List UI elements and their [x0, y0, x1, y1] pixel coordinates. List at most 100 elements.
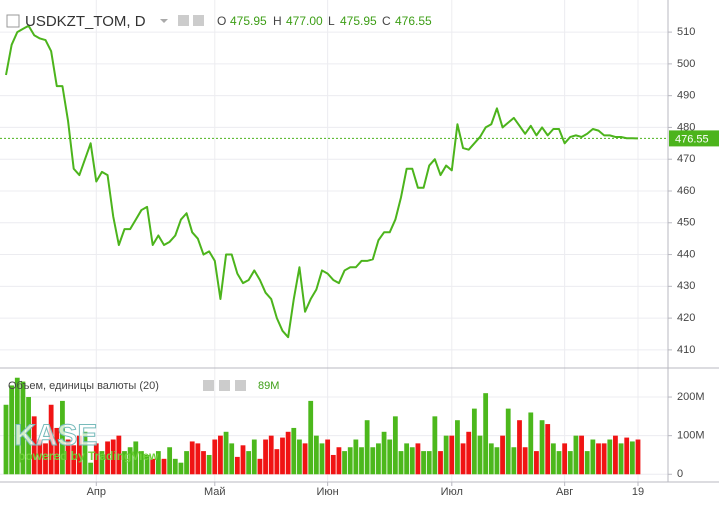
volume-bar [43, 443, 48, 475]
volume-bar [477, 435, 483, 475]
volume-bar [392, 416, 398, 475]
price-tag [669, 130, 719, 147]
volume-bar [54, 427, 60, 475]
eye-icon[interactable] [203, 380, 214, 391]
volume-bar [590, 439, 596, 475]
volume-bar [466, 431, 472, 475]
volume-bar [291, 427, 297, 475]
y-tick-label: 0 [677, 468, 683, 480]
volume-bar [105, 441, 110, 475]
x-tick-label: Апр [87, 486, 106, 498]
volume-bar [624, 437, 630, 475]
dropdown-icon[interactable] [160, 19, 168, 23]
volume-bar [184, 451, 189, 475]
volume-bar [251, 439, 257, 475]
volume-bar [613, 435, 618, 475]
volume-bar [483, 393, 489, 475]
volume-title: Объем, единицы валюты (20) [8, 380, 159, 392]
volume-bar [31, 416, 37, 475]
y-tick-label: 420 [677, 312, 695, 324]
volume-bar [500, 435, 505, 475]
volume-bar [579, 435, 584, 475]
x-tick-label: Июн [317, 486, 339, 498]
volume-bar [71, 445, 77, 475]
volume-bar [387, 439, 393, 475]
volume-bar [280, 437, 285, 475]
volume-bar [172, 458, 178, 475]
volume-bar [246, 451, 252, 475]
ohlc-label: C [382, 14, 391, 28]
checkbox-icon[interactable] [6, 14, 20, 28]
volume-bar [9, 385, 15, 475]
y-tick-label: 440 [677, 248, 695, 260]
y-tick-label: 470 [677, 153, 695, 165]
volume-bar [297, 439, 302, 475]
volume-bar [449, 435, 455, 475]
volume-bar [438, 451, 443, 475]
x-tick-label: Июл [441, 486, 463, 498]
volume-bar [550, 443, 556, 475]
volume-bar [364, 420, 370, 475]
eye-icon[interactable] [178, 15, 189, 26]
volume-bar [596, 443, 601, 475]
volume-bar [14, 377, 20, 475]
volume-bar [584, 451, 590, 475]
volume-bar [268, 435, 274, 475]
plot [0, 24, 668, 475]
volume-bar [139, 451, 144, 475]
volume-bar [133, 441, 139, 475]
volume-bar [110, 439, 116, 475]
x-tick-label: 19 [632, 486, 644, 498]
volume-bar [635, 439, 641, 475]
volume-bar [127, 447, 133, 475]
volume-bar [122, 451, 127, 475]
volume-bar [195, 443, 201, 475]
volume-bar [274, 449, 280, 475]
y-tick-label: 200M [677, 391, 705, 403]
ohlc-value: 476.55 [395, 14, 432, 28]
volume-bar [528, 412, 534, 475]
volume-bar [471, 408, 477, 475]
volume-bar [432, 416, 438, 475]
volume-bar [285, 431, 291, 475]
volume-bar [240, 445, 246, 475]
volume-bar [511, 447, 517, 475]
volume-bar [607, 439, 613, 475]
volume-bar [488, 443, 494, 475]
y-tick-label: 410 [677, 344, 695, 356]
volume-bar [48, 404, 54, 475]
volume-bar [415, 443, 421, 475]
volume-bar [223, 431, 229, 475]
volume-bar [189, 441, 195, 475]
volume-bar [330, 454, 336, 475]
watermark-logo: KASE [14, 419, 97, 452]
settings-icon[interactable] [193, 15, 204, 26]
ohlc-value: 475.95 [230, 14, 267, 28]
volume-bar [65, 439, 71, 475]
volume-bar [347, 447, 353, 475]
volume-bar [3, 404, 9, 475]
price-tag-label: 476.55 [675, 133, 709, 145]
volume-bar [178, 462, 184, 475]
y-tick-label: 480 [677, 121, 695, 133]
volume-bar [88, 462, 94, 475]
volume-bar [460, 443, 466, 475]
volume-bar [545, 424, 551, 475]
volume-bar [376, 443, 381, 475]
volume-bar [381, 431, 387, 475]
ohlc-value: 477.00 [286, 14, 323, 28]
volume-bar [206, 454, 212, 475]
volume-bar [150, 458, 156, 475]
close-icon[interactable] [235, 380, 246, 391]
volume-bar [426, 451, 432, 475]
volume-bar [443, 435, 449, 475]
volume-bar [99, 451, 105, 475]
volume-bar [601, 443, 607, 475]
volume-bar [144, 454, 150, 475]
volume-bar [325, 439, 331, 475]
settings-icon[interactable] [219, 380, 230, 391]
symbol: USDKZT_TOM, D [25, 13, 146, 30]
y-tick-label: 450 [677, 217, 695, 229]
